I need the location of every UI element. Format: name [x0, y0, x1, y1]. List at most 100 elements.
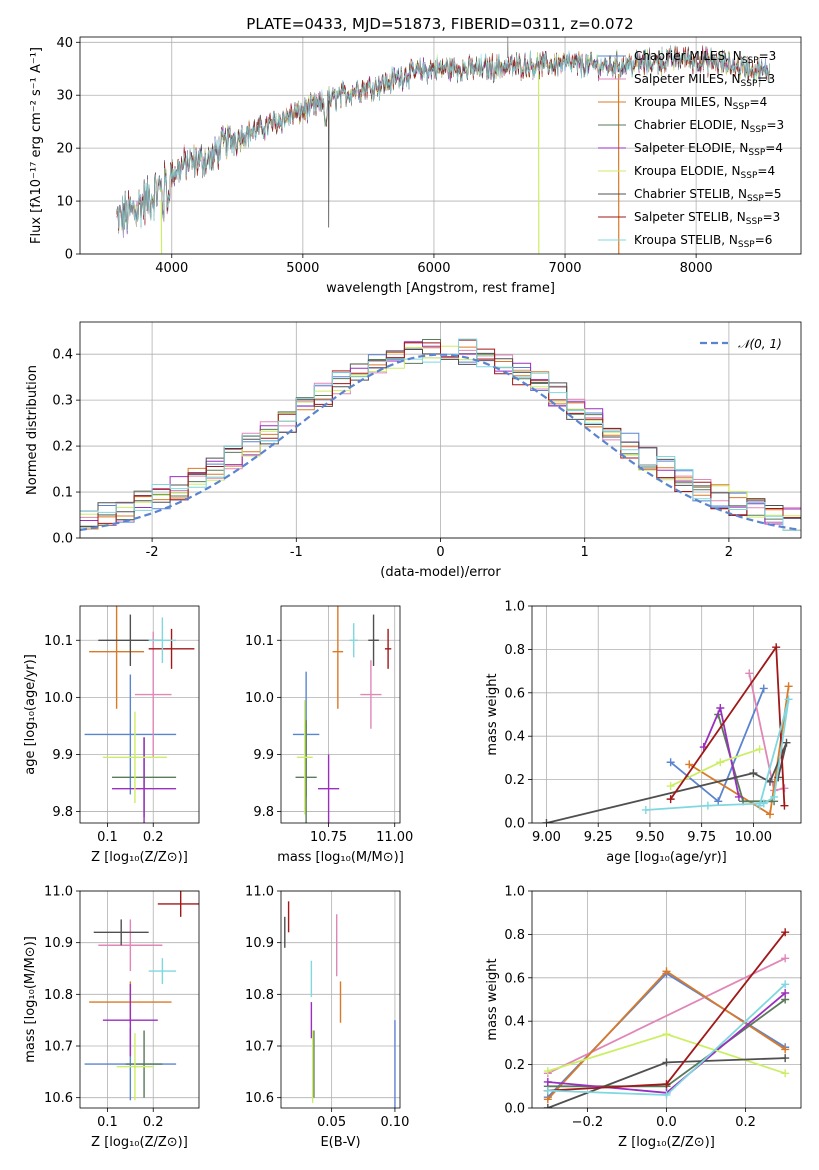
x-tick-label: 4000: [155, 261, 188, 276]
data-point-1: [360, 660, 382, 729]
data-point-3: [295, 720, 317, 823]
legend-nssp-count: 3: [777, 118, 785, 132]
y-tick-label: 10.6: [245, 1091, 274, 1106]
x-tick-label: 7000: [548, 261, 581, 276]
x-tick-label: 10.00: [735, 830, 772, 845]
y-tick-label: 0.6: [504, 971, 525, 986]
y-tick-label: 1.0: [504, 600, 525, 615]
y-tick-label: 11.0: [44, 885, 73, 900]
page-title: PLATE=0433, MJD=51873, FIBERID=0311, z=0…: [246, 15, 633, 33]
data-point-3: [125, 1030, 163, 1098]
data-point-5: [102, 711, 167, 804]
series-marker: [543, 1104, 552, 1108]
legend-model-name: Salpeter MILES: [634, 72, 724, 86]
plot-area: [542, 643, 793, 823]
plot-area: [84, 891, 199, 1101]
legend-model-name: Kroupa MILES: [634, 95, 716, 109]
series-marker: [781, 954, 790, 963]
legend-nssp-count: 3: [769, 49, 777, 63]
axes-frame: [280, 890, 401, 1109]
series-marker: [543, 1095, 552, 1104]
legend-eq: =: [757, 72, 767, 86]
series-marker: [703, 801, 712, 810]
legend-eq: =: [755, 233, 765, 247]
y-tick-label: 0.3: [52, 394, 73, 409]
series-marker: [755, 745, 764, 754]
legend-n-prefix: , N: [724, 164, 741, 178]
legend-model-name: Salpeter STELIB: [634, 210, 729, 224]
series-marker: [765, 777, 774, 786]
plot-area: [80, 338, 801, 531]
data-point-2: [89, 606, 145, 709]
legend-n-prefix: , N: [724, 72, 741, 86]
legend-model-name: Chabrier ELODIE: [634, 118, 733, 132]
y-tick-label: 10.6: [44, 1091, 73, 1106]
y-tick-label: 0: [65, 248, 73, 263]
series-marker: [716, 758, 725, 767]
legend-nssp-count: 6: [765, 233, 773, 247]
x-tick-label: 9.25: [584, 830, 613, 845]
legend-nssp-count: 3: [767, 72, 775, 86]
series-marker: [666, 758, 675, 767]
y-tick-label: 0.2: [504, 773, 525, 788]
plot-area: [543, 928, 790, 1108]
x-tick-label: 5000: [286, 261, 319, 276]
legend-entry: Salpeter ELODIE, NSSP=4: [634, 141, 783, 158]
series-marker: [755, 801, 764, 810]
y-tick-label: 0.0: [504, 817, 525, 832]
y-tick-label: 10.1: [44, 634, 73, 649]
y-tick-label: 10.8: [245, 988, 274, 1003]
y-axis-label: mass weight: [485, 673, 500, 755]
y-tick-label: 10.1: [245, 634, 274, 649]
axes-frame: [280, 605, 401, 824]
series-marker: [542, 819, 551, 823]
y-axis-label: mass weight: [485, 958, 500, 1040]
x-tick-label: 0.2: [735, 1115, 756, 1130]
data-point-4: [318, 754, 340, 823]
series-marker: [759, 684, 768, 693]
y-tick-label: 10: [56, 195, 73, 210]
legend-nssp-count: 5: [774, 187, 782, 201]
spectrum-plot: 4000 5000 6000 7000 8000 0 10 20 30 40 wavelength …: [29, 36, 802, 296]
x-axis-label: mass [log₁₀(M/M⊙)]: [277, 850, 404, 865]
legend-ssp-subscript: SSP: [738, 240, 755, 250]
mass-vs-metallicity-plot: 0.1 0.2 10.6 10.7 10.8 10.9 11.0 Z [log₁₀(Z/Z⊙)…: [23, 885, 200, 1150]
x-tick-label: -1: [290, 545, 303, 560]
x-tick-label: 1: [581, 545, 589, 560]
legend-ssp-subscript: SSP: [750, 125, 767, 135]
x-tick-label: -2: [146, 545, 159, 560]
data-point-4: [112, 737, 177, 823]
x-tick-label: 0.05: [317, 1115, 346, 1130]
weight-vs-age-plot: 9.00 9.25 9.50 9.75 10.00 0.0 0.2 0.4 0.6 0.8 1.0 a…: [485, 600, 802, 865]
x-axis-label: E(B-V): [320, 1135, 360, 1150]
data-point-0: [84, 674, 177, 795]
spectrum-dip-5200: [328, 100, 330, 228]
x-axis-label: age [log₁₀(age/yr)]: [606, 850, 727, 865]
histogram-step-7: [80, 339, 801, 524]
series-marker: [666, 795, 675, 804]
x-tick-label: 0.0: [656, 1115, 677, 1130]
x-tick-label: 2: [725, 545, 733, 560]
series-marker: [784, 682, 793, 691]
legend-entry: Chabrier STELIB, NSSP=5: [634, 187, 782, 204]
y-axis-label: Flux [fλ10⁻¹⁷ erg cm⁻² s⁻¹ A⁻¹]: [29, 47, 44, 244]
series-marker: [784, 695, 793, 704]
series-marker: [543, 1086, 552, 1095]
legend-ssp-subscript: SSP: [733, 102, 750, 112]
legend-nssp-count: 4: [775, 141, 783, 155]
y-tick-label: 1.0: [504, 885, 525, 900]
axes-frame: [79, 321, 802, 539]
y-tick-label: 0.8: [504, 643, 525, 658]
legend-eq: =: [763, 210, 773, 224]
legend-eq: =: [764, 187, 774, 201]
x-tick-label: 6000: [417, 261, 450, 276]
series-marker: [781, 1069, 790, 1078]
x-tick-label: 9.75: [687, 830, 716, 845]
data-point-1: [134, 631, 172, 758]
data-point-6: [93, 919, 149, 946]
x-tick-label: 0.1: [97, 1115, 118, 1130]
spectrum-halpha: [506, 37, 509, 59]
legend-model-name: Chabrier MILES: [634, 49, 725, 63]
axes-frame: [531, 605, 802, 824]
